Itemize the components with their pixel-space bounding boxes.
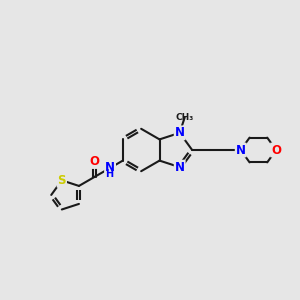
Text: N: N [236,143,246,157]
Text: S: S [58,174,66,187]
Text: N: N [175,126,185,139]
Text: O: O [271,143,281,157]
Text: N: N [175,161,185,174]
Text: H: H [105,169,113,179]
Text: CH₃: CH₃ [176,113,194,122]
Text: O: O [90,155,100,168]
Text: N: N [105,161,115,175]
